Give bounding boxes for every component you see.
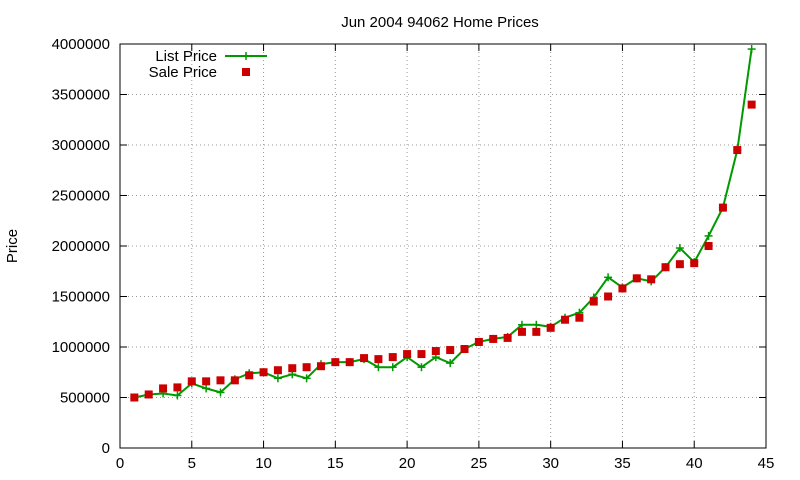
axis-ticks: 0 5 10 15 20 25 30 35 40 45 0 500000 1000000 1500000 2…	[52, 36, 775, 472]
sale-price-point	[704, 242, 713, 250]
sale-price-point	[718, 203, 727, 212]
sale-price-point	[618, 284, 627, 293]
sale-price-point	[474, 337, 483, 346]
sale-price-point	[403, 350, 412, 359]
list-price-point	[532, 320, 541, 329]
sale-price-point	[316, 362, 325, 371]
list-price-point	[216, 388, 225, 397]
sale-price-point	[575, 313, 584, 322]
sale-price-point	[546, 323, 555, 332]
list-price-point	[388, 363, 397, 372]
y-tick-label: 3500000	[52, 87, 110, 104]
sale-price-point	[259, 368, 268, 377]
sale-price-point	[431, 347, 440, 356]
sale-price-point	[173, 383, 182, 392]
x-tick-label: 15	[327, 455, 344, 472]
list-price-point	[604, 273, 613, 282]
sale-price-point	[130, 393, 139, 402]
sale-price-point	[460, 345, 469, 354]
sale-price-point	[288, 364, 297, 373]
list-price-point	[374, 363, 383, 372]
sale-price-point	[374, 355, 383, 364]
sale-price-point	[417, 350, 426, 359]
sale-price-point	[503, 333, 512, 342]
sale-price-point	[532, 327, 541, 336]
list-price-point	[202, 384, 211, 393]
list-price-point	[446, 359, 455, 368]
sale-price-point	[216, 376, 225, 385]
y-tick-label: 3000000	[52, 137, 110, 154]
sale-price-point	[561, 315, 570, 324]
legend-label-sale-price: Sale Price	[149, 64, 217, 81]
series-layer	[130, 45, 756, 402]
y-tick-label: 4000000	[52, 36, 110, 53]
sale-price-point	[446, 346, 455, 355]
sale-price-point	[747, 100, 756, 109]
y-tick-label: 500000	[60, 390, 110, 407]
sale-price-point	[604, 292, 613, 301]
sale-price-point	[273, 366, 282, 375]
y-tick-label: 1000000	[52, 339, 110, 356]
x-tick-label: 40	[686, 455, 703, 472]
y-tick-label: 1500000	[52, 289, 110, 306]
list-price-point	[173, 391, 182, 400]
sale-price-point	[331, 358, 340, 367]
x-tick-label: 0	[116, 455, 124, 472]
sale-price-point	[733, 146, 742, 155]
legend-square	[242, 68, 250, 76]
sale-price-point	[517, 327, 526, 336]
x-tick-label: 25	[471, 455, 488, 472]
x-tick-label: 5	[188, 455, 196, 472]
sale-price-point	[360, 354, 369, 363]
x-tick-label: 35	[614, 455, 631, 472]
sale-price-point	[632, 274, 641, 283]
sale-price-point	[302, 363, 311, 372]
list-price-point	[675, 244, 684, 253]
x-tick-label: 30	[542, 455, 559, 472]
sale-price-point	[202, 377, 211, 386]
legend-symbol-list-price	[225, 52, 267, 60]
sale-price-point	[159, 384, 168, 393]
sale-price-point	[661, 263, 670, 272]
sale-price-point	[345, 358, 354, 367]
sale-price-point	[388, 353, 397, 362]
y-tick-label: 2000000	[52, 238, 110, 255]
x-tick-label: 45	[758, 455, 775, 472]
legend-plus	[242, 52, 250, 60]
legend-symbol-sale-price	[242, 68, 250, 76]
list-price-point	[747, 45, 756, 54]
sale-price-point	[144, 390, 153, 399]
y-tick-label: 0	[102, 440, 110, 457]
chart-title: Jun 2004 94062 Home Prices	[341, 14, 539, 31]
list-price-point	[302, 374, 311, 383]
sale-price-point	[690, 259, 699, 268]
sale-price-point	[187, 377, 196, 386]
sale-price-point	[675, 260, 684, 269]
legend-label-list-price: List Price	[155, 48, 217, 65]
sale-price-point	[489, 334, 498, 343]
list-price-point	[273, 374, 282, 383]
sale-price-point	[589, 297, 598, 306]
legend: List Price Sale Price	[149, 48, 267, 81]
sale-price-point	[647, 275, 656, 284]
x-tick-label: 20	[399, 455, 416, 472]
list-price-point	[517, 320, 526, 329]
y-axis-label: Price	[4, 229, 21, 263]
x-tick-label: 10	[255, 455, 272, 472]
list-price-point	[704, 231, 713, 240]
sale-price-point	[230, 376, 239, 385]
y-tick-label: 2500000	[52, 188, 110, 205]
sale-price-point	[245, 371, 254, 380]
grid-lines	[120, 44, 766, 448]
list-price-line	[134, 48, 753, 399]
list-price-point	[417, 363, 426, 372]
